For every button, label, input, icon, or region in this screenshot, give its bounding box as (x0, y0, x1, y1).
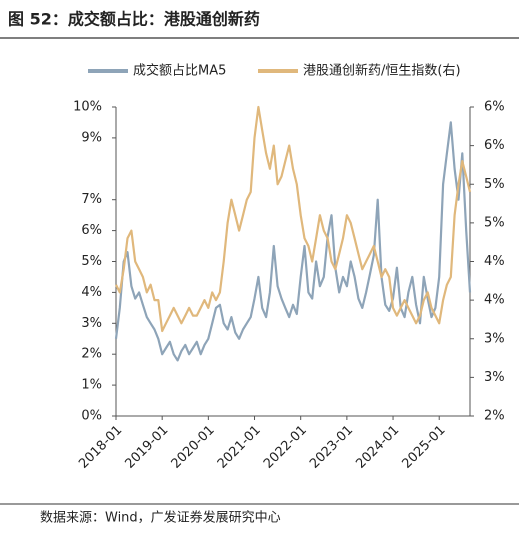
y2-tick-label: 3% (484, 370, 505, 385)
y-tick-label: 7% (81, 192, 102, 207)
y-tick-label: 5% (81, 254, 102, 269)
x-tick-label: 2020-01 (169, 423, 218, 472)
y-tick-label: 0% (81, 409, 102, 424)
x-tick-label: 2018-01 (76, 423, 125, 472)
series-line (114, 121, 472, 362)
y-tick-label: 10% (73, 100, 102, 115)
y2-tick-label: 6% (484, 138, 505, 153)
legend-label: 成交额占比MA5 (133, 63, 226, 79)
y2-tick-label: 4% (484, 254, 505, 269)
y-tick-label: 4% (81, 285, 102, 300)
x-tick-label: 2024-01 (353, 423, 402, 472)
y2-tick-label: 5% (484, 215, 505, 230)
legend-label: 港股通创新药/恒生指数(右) (303, 63, 461, 79)
x-tick-label: 2019-01 (122, 423, 171, 472)
source-note: 数据来源：Wind，广发证券发展研究中心 (40, 510, 281, 526)
x-tick-label: 2023-01 (307, 423, 356, 472)
y2-tick-label: 2% (484, 409, 505, 424)
y2-tick-label: 3% (484, 331, 505, 346)
series-line (115, 105, 472, 333)
x-tick-label: 2022-01 (261, 423, 310, 472)
x-tick-label: 2021-01 (215, 423, 264, 472)
y2-tick-label: 5% (484, 177, 505, 192)
y-tick-label: 3% (81, 316, 102, 331)
chart-title: 图 52：成交额占比：港股通创新药 (8, 10, 260, 29)
y2-tick-label: 6% (484, 100, 505, 115)
y-tick-label: 2% (81, 347, 102, 362)
y-tick-label: 9% (81, 130, 102, 145)
y2-tick-label: 4% (484, 293, 505, 308)
y-tick-label: 1% (81, 378, 102, 393)
y-tick-label: 6% (81, 223, 102, 238)
x-tick-label: 2025-01 (399, 423, 448, 472)
